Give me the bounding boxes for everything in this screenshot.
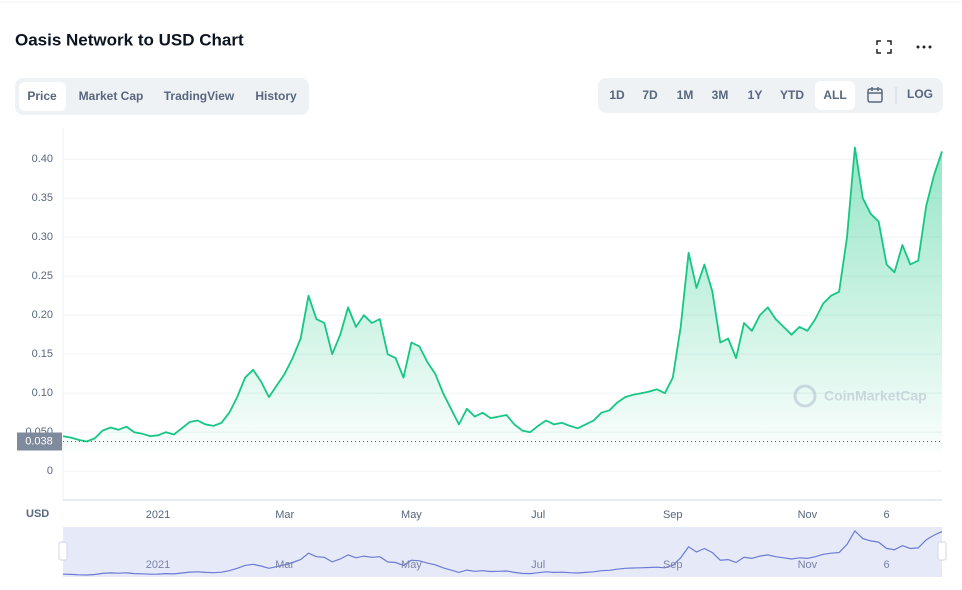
x-tick-label: Nov bbox=[798, 509, 818, 521]
navigator[interactable] bbox=[63, 527, 942, 577]
chart-title: Oasis Network to USD Chart bbox=[15, 30, 244, 49]
x-tick-label: Mar bbox=[275, 509, 294, 521]
navigator-tick-label: Nov bbox=[798, 559, 818, 571]
navigator-tick-label: 2021 bbox=[146, 559, 170, 571]
y-tick-label: 0.20 bbox=[32, 309, 53, 321]
watermark: CoinMarketCap bbox=[793, 384, 927, 408]
reference-label: 0.038 bbox=[25, 435, 53, 447]
range-button[interactable]: ALL bbox=[823, 88, 846, 102]
fullscreen-icon[interactable] bbox=[876, 40, 892, 54]
navigator-tick-label: Mar bbox=[275, 559, 294, 571]
tab-group bbox=[15, 78, 309, 115]
price-line bbox=[62, 146, 943, 443]
x-tick-label: Sep bbox=[663, 509, 683, 521]
navigator-tick-label: Jul bbox=[531, 559, 545, 571]
tab[interactable]: History bbox=[255, 89, 297, 103]
plot: 00.0500.100.150.200.250.300.350.400.0382… bbox=[17, 146, 943, 576]
active-range-bg bbox=[815, 81, 855, 110]
range-group bbox=[598, 78, 943, 113]
more-icon[interactable] bbox=[916, 45, 932, 49]
range-button[interactable]: 7D bbox=[642, 88, 658, 102]
y-tick-label: 0.40 bbox=[32, 153, 53, 165]
range-button[interactable]: YTD bbox=[780, 88, 804, 102]
navigator-handle[interactable] bbox=[58, 541, 68, 561]
y-tick-label: 0.35 bbox=[32, 192, 53, 204]
y-tick-label: 0 bbox=[47, 465, 53, 477]
tab[interactable]: Market Cap bbox=[79, 89, 144, 103]
calendar-icon[interactable] bbox=[867, 87, 883, 103]
x-tick-label: Jul bbox=[531, 509, 545, 521]
navigator-tick-label: May bbox=[401, 559, 422, 571]
navigator-tick-label: Sep bbox=[663, 559, 683, 571]
watermark-text: CoinMarketCap bbox=[824, 388, 927, 404]
y-tick-label: 0.30 bbox=[32, 231, 53, 243]
x-tick-label: 2021 bbox=[146, 509, 170, 521]
navigator-handle[interactable] bbox=[937, 541, 947, 561]
reference-label-bg bbox=[17, 432, 62, 451]
y-tick-label: 0.10 bbox=[32, 387, 53, 399]
y-tick-label: 0.15 bbox=[32, 348, 53, 360]
y-axis-label: USD bbox=[26, 508, 49, 520]
price-area bbox=[63, 147, 942, 452]
x-tick-label: 6 bbox=[884, 509, 890, 521]
tab[interactable]: TradingView bbox=[164, 89, 235, 103]
y-tick-label: 0.25 bbox=[32, 270, 53, 282]
range-button[interactable]: 3M bbox=[712, 88, 729, 102]
range-button[interactable]: 1M bbox=[677, 88, 694, 102]
active-tab-bg bbox=[19, 82, 66, 111]
navigator-tick-label: 6 bbox=[884, 559, 890, 571]
range-button[interactable]: 1D bbox=[609, 88, 625, 102]
range-button[interactable]: 1Y bbox=[748, 88, 763, 102]
log-button[interactable]: LOG bbox=[907, 87, 933, 101]
tab[interactable]: Price bbox=[27, 89, 57, 103]
navigator-line bbox=[62, 530, 943, 576]
x-tick-label: May bbox=[401, 509, 422, 521]
